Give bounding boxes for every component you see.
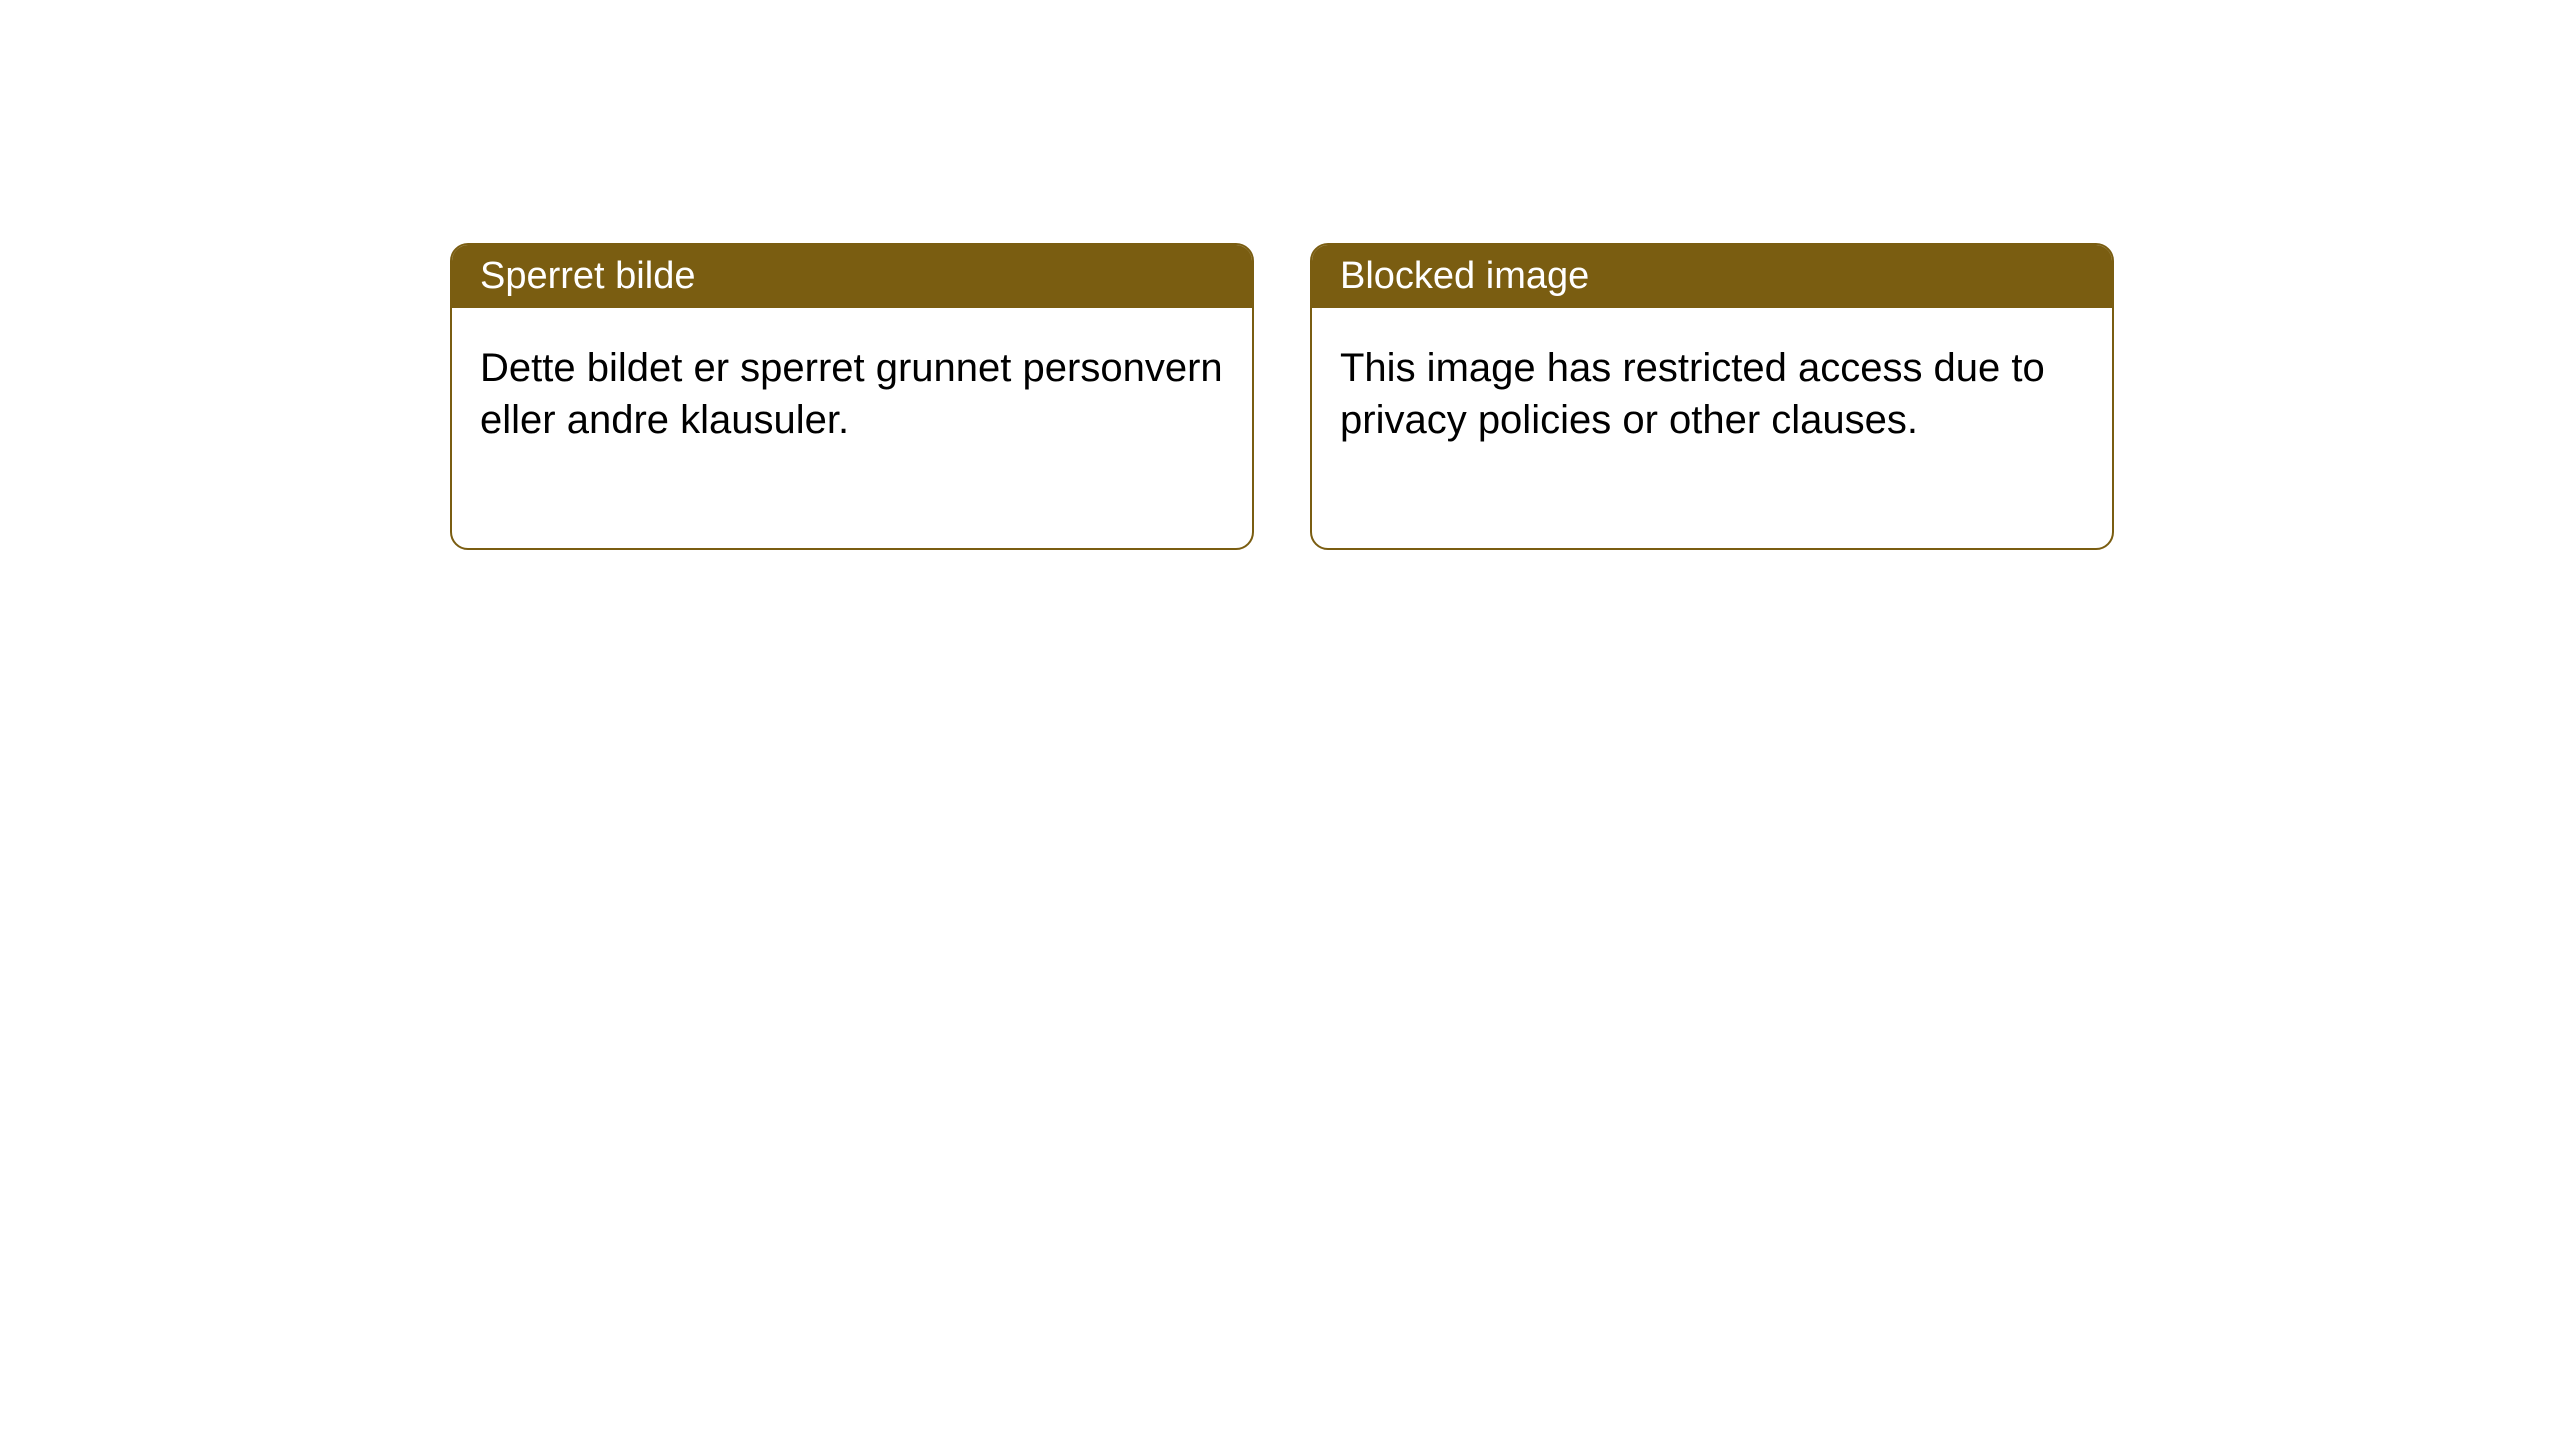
notice-body: This image has restricted access due to … [1312, 308, 2112, 548]
notice-header: Blocked image [1312, 245, 2112, 308]
notice-body-text: Dette bildet er sperret grunnet personve… [480, 346, 1223, 442]
notice-title: Sperret bilde [480, 255, 695, 297]
notice-body: Dette bildet er sperret grunnet personve… [452, 308, 1252, 548]
notice-card-norwegian: Sperret bilde Dette bildet er sperret gr… [450, 243, 1254, 550]
notice-title: Blocked image [1340, 255, 1589, 297]
notice-container: Sperret bilde Dette bildet er sperret gr… [450, 243, 2114, 550]
notice-body-text: This image has restricted access due to … [1340, 346, 2045, 442]
notice-header: Sperret bilde [452, 245, 1252, 308]
notice-card-english: Blocked image This image has restricted … [1310, 243, 2114, 550]
